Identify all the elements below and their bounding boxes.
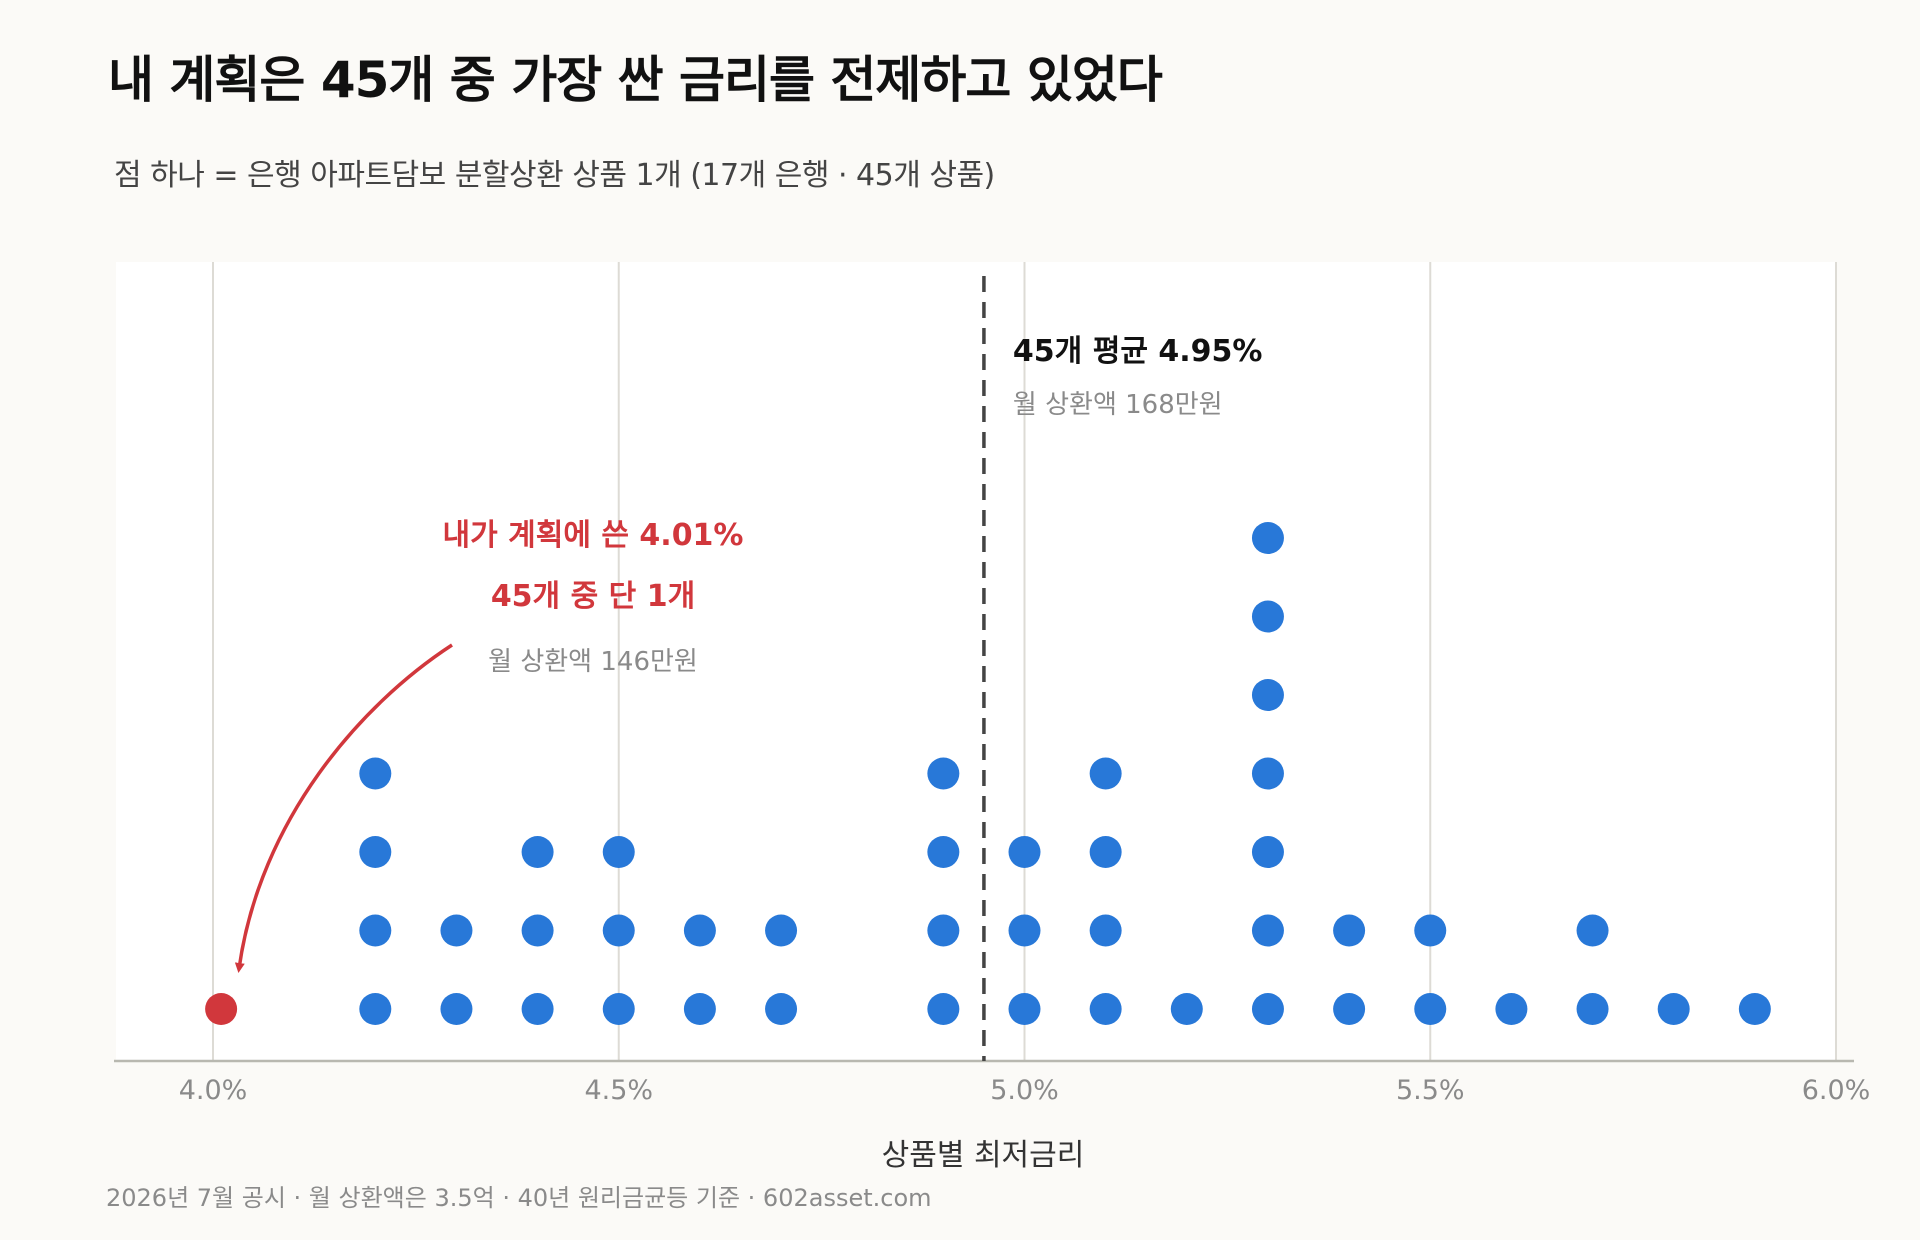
data-point — [521, 914, 554, 947]
data-point — [1657, 993, 1690, 1025]
data-point — [602, 993, 635, 1025]
x-tick-label: 5.5% — [1396, 1075, 1465, 1106]
x-axis-label: 상품별 최저금리 — [882, 1138, 1085, 1173]
data-point — [1008, 836, 1041, 868]
data-point — [683, 914, 716, 947]
data-point — [1008, 993, 1041, 1025]
data-point — [1089, 993, 1122, 1025]
data-point — [683, 993, 716, 1025]
data-points — [205, 522, 1771, 1025]
data-point — [521, 836, 554, 868]
data-point — [1089, 914, 1122, 947]
data-point — [765, 914, 798, 947]
data-point — [927, 914, 960, 947]
data-point — [359, 757, 392, 790]
data-point — [1251, 679, 1284, 711]
x-tick-label: 6.0% — [1802, 1075, 1871, 1106]
data-point — [1738, 993, 1771, 1025]
chart-title: 내 계획은 45개 중 가장 싼 금리를 전제하고 있었다 — [108, 51, 1163, 109]
plot-background — [116, 262, 1836, 1060]
mean-sublabel: 월 상환액 168만원 — [1013, 390, 1223, 420]
data-point — [1251, 836, 1284, 868]
x-tick-label: 4.0% — [179, 1075, 248, 1106]
data-point — [440, 993, 473, 1025]
data-point — [359, 836, 392, 868]
data-point — [1089, 757, 1122, 790]
annotation-line-1: 내가 계획에 쓴 4.01% — [442, 518, 743, 553]
x-tick-label: 5.0% — [990, 1075, 1059, 1106]
data-point — [927, 993, 960, 1025]
data-point — [927, 757, 960, 790]
data-point — [1008, 914, 1041, 947]
data-point — [1576, 914, 1609, 947]
data-point — [602, 836, 635, 868]
data-point — [1495, 993, 1528, 1025]
data-point — [1251, 757, 1284, 790]
data-point — [359, 914, 392, 947]
data-point — [927, 836, 960, 868]
data-point — [1333, 914, 1366, 947]
data-point — [1333, 993, 1366, 1025]
data-point — [1089, 836, 1122, 868]
data-point — [440, 914, 473, 947]
data-point — [1414, 914, 1447, 947]
data-point — [1251, 600, 1284, 633]
mean-label: 45개 평균 4.95% — [1013, 334, 1263, 369]
data-point — [1170, 993, 1203, 1025]
data-point — [1251, 914, 1284, 947]
footer-note: 2026년 7월 공시 · 월 상환액은 3.5억 · 40년 원리금균등 기준… — [106, 1184, 932, 1212]
annotation-line-3: 월 상환액 146만원 — [488, 647, 698, 677]
x-axis-ticks: 4.0% 4.5% 5.0% 5.5% 6.0% — [179, 1075, 1871, 1106]
data-point — [765, 993, 798, 1025]
chart-subtitle: 점 하나 = 은행 아파트담보 분할상환 상품 1개 (17개 은행 · 45개… — [114, 158, 995, 193]
annotation-arrow — [234, 643, 453, 973]
data-point — [602, 914, 635, 947]
data-point — [359, 993, 392, 1025]
data-point — [1414, 993, 1447, 1025]
x-tick-label: 4.5% — [584, 1075, 653, 1106]
data-point — [1251, 522, 1284, 554]
data-point — [1251, 993, 1284, 1025]
highlight-point — [205, 993, 238, 1025]
annotation-line-2: 45개 중 단 1개 — [491, 579, 695, 614]
data-point — [521, 993, 554, 1025]
data-point — [1576, 993, 1609, 1025]
